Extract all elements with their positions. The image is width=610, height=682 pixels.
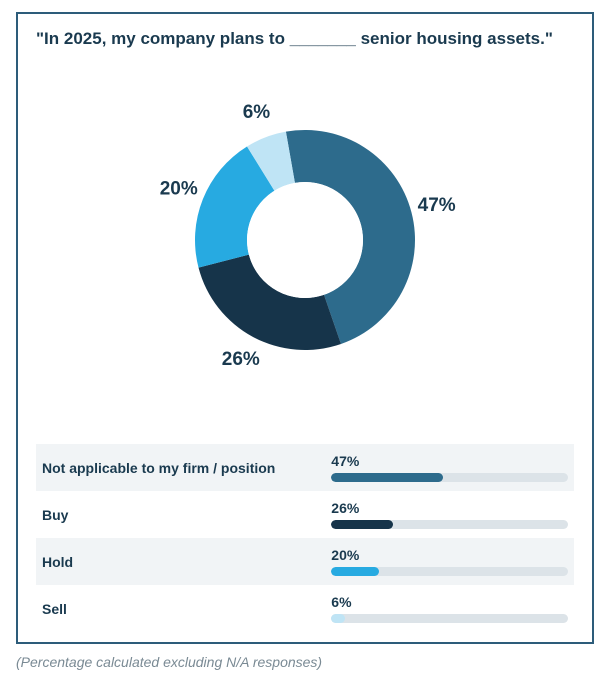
legend-bar-track-na [331,473,568,482]
chart-card: "In 2025, my company plans to _______ se… [16,12,594,644]
donut-chart: 47% 26% 20% 6% [36,60,574,438]
donut-label-sell: 6% [243,102,271,123]
chart-title: "In 2025, my company plans to _______ se… [36,28,574,50]
legend-value-wrap-sell: 6% [331,594,568,623]
legend-label-na: Not applicable to my firm / position [42,460,331,476]
legend-pct-buy: 26% [331,500,568,516]
legend-row-sell: Sell6% [36,585,574,632]
legend-row-buy: Buy26% [36,491,574,538]
legend-label-sell: Sell [42,601,331,617]
legend-row-na: Not applicable to my firm / position47% [36,444,574,491]
legend-pct-na: 47% [331,453,568,469]
legend-bar-track-hold [331,567,568,576]
chart-footnote: (Percentage calculated excluding N/A res… [16,654,594,670]
donut-center [247,182,363,298]
donut-svg: 47% 26% 20% 6% [135,70,475,410]
legend-pct-sell: 6% [331,594,568,610]
legend-value-wrap-na: 47% [331,453,568,482]
legend-label-hold: Hold [42,554,331,570]
legend-list: Not applicable to my firm / position47%B… [36,444,574,632]
legend-value-wrap-buy: 26% [331,500,568,529]
legend-label-buy: Buy [42,507,331,523]
legend-pct-hold: 20% [331,547,568,563]
legend-bar-fill-sell [331,614,345,623]
legend-row-hold: Hold20% [36,538,574,585]
legend-bar-track-sell [331,614,568,623]
legend-bar-fill-hold [331,567,378,576]
legend-bar-fill-na [331,473,442,482]
donut-label-na: 47% [418,195,456,216]
legend-bar-track-buy [331,520,568,529]
legend-bar-fill-buy [331,520,393,529]
donut-label-hold: 20% [160,179,198,200]
legend-value-wrap-hold: 20% [331,547,568,576]
donut-label-buy: 26% [222,349,260,370]
